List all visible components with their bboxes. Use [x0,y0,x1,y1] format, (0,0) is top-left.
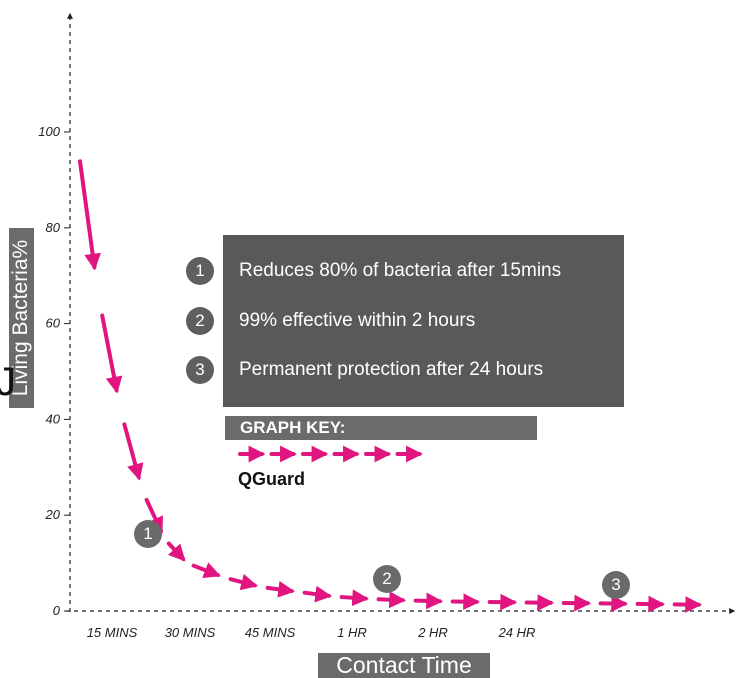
annotation-row-3: 3 Permanent protection after 24 hours [223,356,624,388]
annotation-text-1: Reduces 80% of bacteria after 15mins [239,260,561,282]
series-arrow-segment [231,579,255,585]
y-ticks: 0 20 40 60 80 100 [38,124,70,618]
y-tick-label: 40 [46,411,61,426]
series-arrow-segment [268,588,292,591]
annotation-box: 1 Reduces 80% of bacteria after 15mins 2… [223,235,624,407]
annotation-text-2: 99% effective within 2 hours [239,310,475,332]
y-tick-label: 20 [45,507,61,522]
x-tick-label: 2 HR [417,625,448,640]
annotation-number-1: 1 [186,257,214,285]
y-tick-label: 60 [46,316,61,331]
series-arrow-segment [416,601,440,602]
x-tick-label: 24 HR [498,625,536,640]
annotation-number-2: 2 [186,307,214,335]
x-tick-label: 15 MINS [87,625,138,640]
series-arrow-segment [124,424,138,477]
x-tick-label: 1 HR [337,625,367,640]
legend-series-label: QGuard [238,469,305,490]
x-tick-label: 30 MINS [165,625,216,640]
series-arrow-segment [169,543,183,559]
series-arrow-segment [194,566,218,575]
series-arrow-segment [379,599,403,600]
x-axis-label: Contact Time [318,653,490,678]
cropped-glyph: J [0,360,16,405]
legend-title: GRAPH KEY: [225,416,537,440]
y-tick-label: 0 [53,603,61,618]
annotation-row-2: 2 99% effective within 2 hours [223,307,624,339]
y-tick-label: 100 [38,124,60,139]
annotation-row-1: 1 Reduces 80% of bacteria after 15mins [223,257,624,289]
series-arrow-segment [102,316,116,391]
series-arrow-segment [342,597,366,599]
curve-marker-2: 2 [373,565,401,593]
curve-marker-1: 1 [134,520,162,548]
annotation-number-3: 3 [186,356,214,384]
x-ticks: 15 MINS 30 MINS 45 MINS 1 HR 2 HR 24 HR [87,625,536,640]
annotation-text-3: Permanent protection after 24 hours [239,359,543,381]
x-tick-label: 45 MINS [245,625,296,640]
y-tick-label: 80 [46,220,61,235]
curve-marker-3: 3 [602,571,630,599]
series-arrow-segment [80,161,94,267]
series-arrow-segment [305,593,329,596]
